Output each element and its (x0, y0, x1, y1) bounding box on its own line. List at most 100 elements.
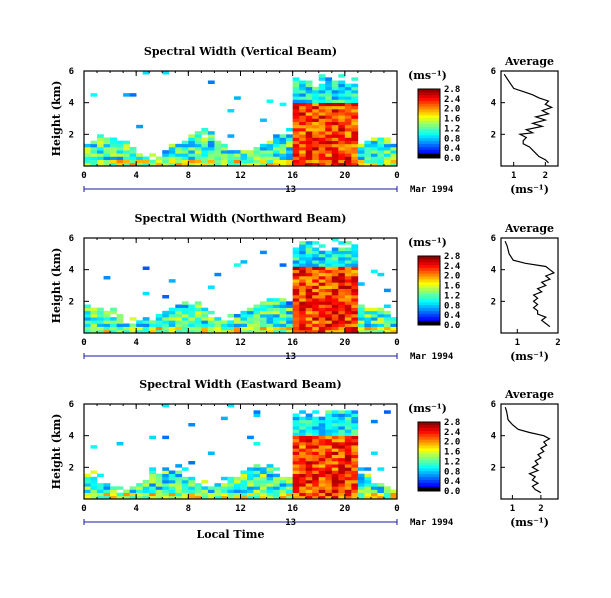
heatmap-cell (318, 457, 326, 462)
heatmap-cell (253, 492, 261, 497)
heatmap-cell (103, 483, 111, 487)
colorbar-tick-label: 1.2 (444, 457, 460, 467)
colorbar-segment (418, 267, 440, 271)
heatmap-cell (325, 83, 333, 88)
heatmap-cell (201, 329, 209, 334)
heatmap-cell (260, 470, 267, 474)
heatmap-cell (305, 432, 313, 436)
heatmap-cell (188, 495, 196, 500)
heatmap-cell (299, 480, 307, 484)
heatmap-cell (299, 80, 307, 84)
heatmap-cell (325, 464, 333, 468)
heatmap-cell (84, 143, 91, 148)
heatmap-cell (116, 326, 124, 331)
heatmap-cell (188, 140, 196, 145)
heatmap-cell (116, 329, 124, 334)
x-tick-label: 8 (186, 504, 191, 514)
heatmap-cell (344, 451, 352, 455)
heatmap-cell (338, 137, 346, 141)
heatmap-cell (344, 476, 352, 481)
x-tick-label: 4 (133, 171, 139, 181)
heatmap-cell (214, 147, 222, 151)
colorbar-segment (418, 316, 440, 320)
heatmap-cell (305, 457, 313, 462)
heatmap-cell (331, 410, 339, 414)
heatmap-cell (97, 153, 104, 157)
heatmap-cell (299, 109, 307, 113)
heatmap-cell (318, 323, 326, 327)
heatmap-cell (325, 438, 333, 443)
heatmap-cell (351, 93, 359, 97)
heatmap-cell (214, 320, 222, 324)
heatmap-cell (292, 476, 300, 481)
heatmap-cell (344, 464, 352, 468)
x-tick-label: 20 (339, 338, 350, 348)
heatmap-cell (344, 90, 352, 94)
heatmap-cell (110, 307, 117, 312)
heatmap-cell (351, 83, 359, 88)
heatmap-cell (318, 470, 326, 474)
heatmap-cell (325, 77, 333, 81)
heatmap-cell (312, 423, 320, 427)
heatmap-cell (260, 320, 267, 324)
profile-y-tick-label: 4 (491, 99, 497, 109)
heatmap-cell (344, 301, 352, 305)
heatmap-cell (338, 83, 346, 88)
heatmap-cell (364, 153, 372, 157)
colorbar-tick-label: 2.4 (444, 262, 461, 272)
heatmap-cell (292, 323, 300, 327)
heatmap-cell (331, 109, 339, 113)
profile-x-tick-label: 2 (543, 171, 548, 181)
heatmap-cell (292, 276, 300, 280)
heatmap-cell (201, 326, 209, 331)
heatmap-cell (364, 492, 372, 497)
heatmap-cell (338, 276, 346, 280)
heatmap-cell (90, 480, 98, 484)
heatmap-cell (351, 121, 359, 126)
heatmap-cell (305, 495, 313, 500)
heatmap-cell (260, 153, 267, 157)
heatmap-cell (312, 285, 320, 289)
heatmap-cell (247, 483, 254, 487)
heatmap-cell (84, 307, 91, 312)
heatmap-cell (331, 80, 339, 84)
heatmap-cell (279, 329, 287, 334)
colorbar-tick-label: 0.0 (444, 154, 460, 164)
heatmap-cell (162, 329, 170, 334)
heatmap-cell (175, 317, 183, 321)
heatmap-cell (377, 320, 385, 324)
heatmap-cell (155, 476, 163, 481)
heatmap-cell (286, 162, 293, 167)
heatmap-cell (331, 445, 339, 449)
heatmap-cell (312, 429, 320, 433)
x-axis-label: Local Time (197, 528, 265, 541)
heatmap-cell (344, 99, 352, 103)
heatmap-cell (123, 150, 130, 154)
heatmap-cell (318, 109, 326, 113)
heatmap-cell (201, 314, 209, 318)
heatmap-cell (299, 96, 307, 100)
heatmap-cell (312, 495, 320, 500)
heatmap-cell (181, 489, 189, 493)
heatmap-cell (292, 282, 300, 286)
heatmap-cell (292, 266, 300, 270)
heatmap-cell (266, 99, 274, 103)
heatmap-cell (299, 438, 307, 443)
heatmap-cells (84, 71, 398, 167)
heatmap-cell (110, 137, 117, 141)
heatmap-cell (175, 159, 183, 164)
heatmap-cell (351, 162, 359, 167)
heatmap-cell (247, 153, 254, 157)
heatmap-cell (390, 156, 398, 160)
heatmap-cell (136, 323, 143, 327)
heatmap-cell (383, 143, 391, 148)
heatmap-cell (116, 150, 124, 154)
heatmap-cell (292, 467, 300, 471)
heatmap-cell (292, 298, 300, 302)
heatmap-cell (233, 486, 241, 490)
profile-frame (500, 237, 559, 334)
heatmap-cell (331, 86, 339, 91)
heatmap-cell (207, 495, 215, 500)
heatmap-cell (351, 291, 359, 296)
colorbar-tick-label: 2.8 (444, 85, 460, 95)
